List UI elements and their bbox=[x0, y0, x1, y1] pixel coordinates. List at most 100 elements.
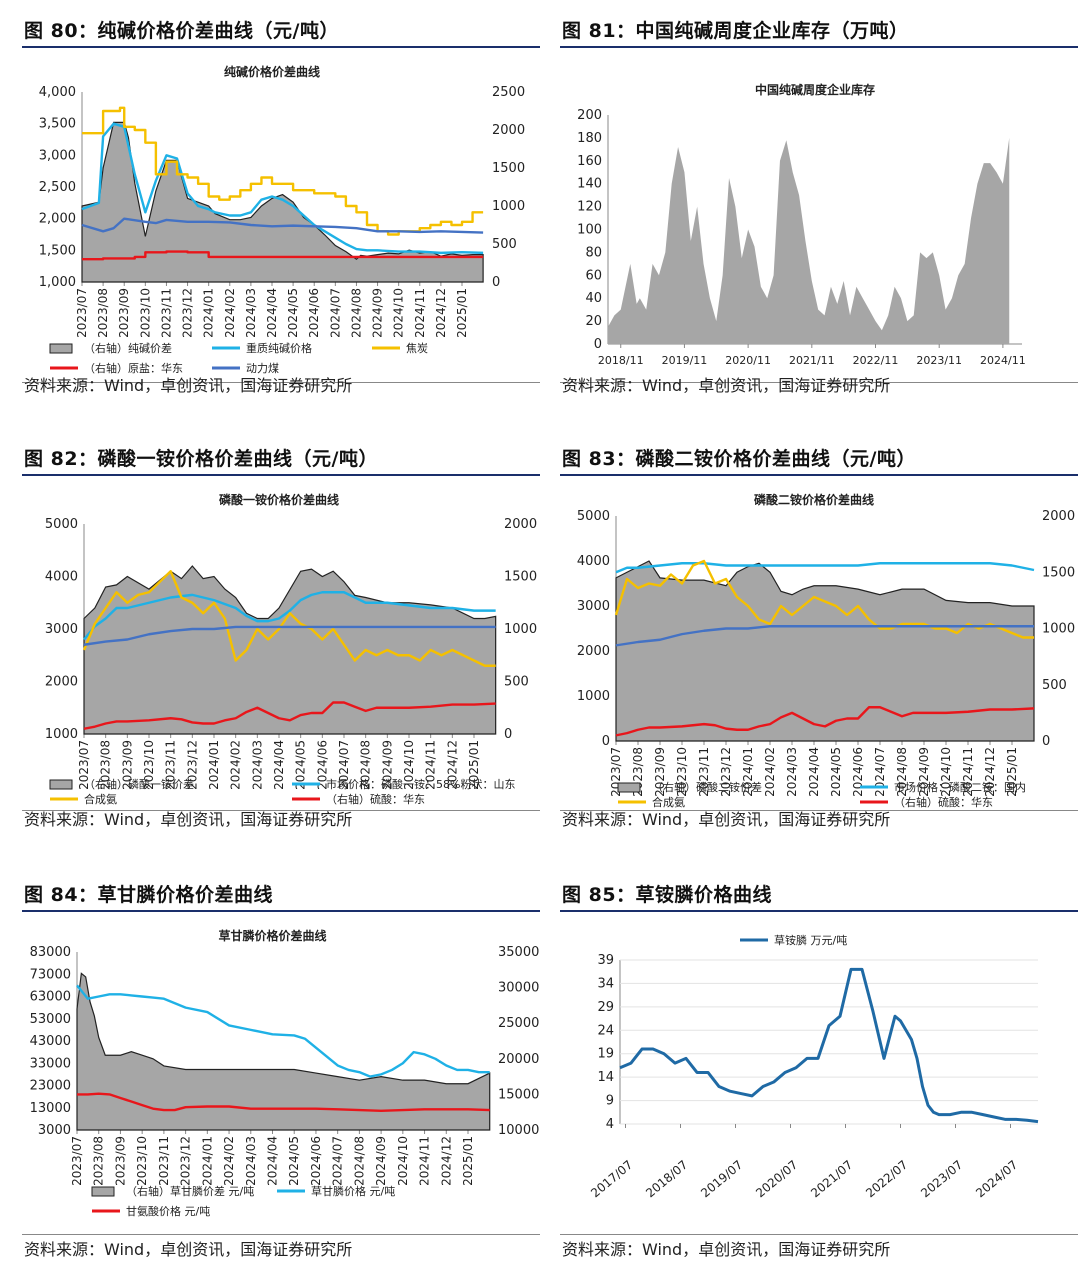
x-tick-label: 2023/10 bbox=[675, 747, 689, 797]
chart-glufosinate-price: 39 34 29 24 19 14 9 4 2017/07 2018/07 2019/07 2020/… bbox=[588, 933, 1039, 1201]
y-tick-label-right: 1000 bbox=[504, 622, 537, 637]
x-tick-label: 2018/11 bbox=[598, 354, 644, 367]
y-tick-label-right: 20000 bbox=[498, 1052, 539, 1067]
x-tick-label: 2025/01 bbox=[467, 740, 481, 790]
series-0-area bbox=[608, 137, 1010, 344]
x-tick-label: 2023/09 bbox=[117, 288, 131, 338]
y-tick-label-left: 5000 bbox=[45, 517, 78, 532]
y-tick-label-left: 160 bbox=[577, 154, 602, 169]
figure-caption: 图 82：磷酸一铵价格价差曲线（元/吨） bbox=[24, 448, 378, 470]
x-tick-label: 2024/08 bbox=[895, 747, 909, 797]
x-tick-label: 2024/12 bbox=[445, 740, 459, 790]
x-tick-label: 2024/07 bbox=[337, 740, 351, 790]
x-tick-label: 2025/01 bbox=[1005, 747, 1019, 797]
chart-map-spread: 磷酸一铵价格价差曲线500040003000200010002000150010… bbox=[45, 492, 537, 808]
x-tick-label: 2023/09 bbox=[653, 747, 667, 797]
legend-label: 市场价格：磷酸二铵：国内 bbox=[894, 780, 1026, 794]
legend-label: （右轴）原盐：华东 bbox=[84, 361, 183, 375]
y-tick-label-left: 4000 bbox=[45, 570, 78, 585]
series-4-line bbox=[81, 217, 484, 234]
y-tick-label-left: 1,000 bbox=[39, 275, 76, 290]
legend-label: 焦炭 bbox=[406, 342, 428, 355]
chart-title: 草甘膦价格价差曲线 bbox=[218, 928, 326, 943]
x-tick-label: 2018/07 bbox=[643, 1158, 690, 1201]
x-tick-label: 2023/12 bbox=[719, 747, 733, 797]
y-tick-label-left: 2,000 bbox=[39, 212, 76, 227]
chart-title: 纯碱价格价差曲线 bbox=[224, 64, 320, 79]
figure-80: 图 80：纯碱价格价差曲线（元/吨） 纯碱价格价差曲线 4,000 3,500 3,0… bbox=[22, 14, 542, 424]
legend-label: 合成氨 bbox=[652, 795, 685, 808]
y-tick-label-right: 2000 bbox=[492, 123, 525, 138]
x-tick-label: 2024/11 bbox=[424, 740, 438, 790]
y-tick-label-left: 63000 bbox=[30, 990, 71, 1005]
source-note: 资料来源：Wind，卓创资讯，国海证券研究所 bbox=[24, 1240, 353, 1259]
series-3-line bbox=[82, 250, 484, 261]
x-tick-label: 2023/12 bbox=[185, 740, 199, 790]
x-tick-label: 2024/01 bbox=[200, 1136, 214, 1186]
source-note: 资料来源：Wind，卓创资讯，国海证券研究所 bbox=[562, 376, 891, 395]
figure-caption: 图 80：纯碱价格价差曲线（元/吨） bbox=[24, 20, 339, 42]
x-tick-label: 2023/07 bbox=[75, 288, 89, 338]
source-note: 资料来源：Wind，卓创资讯，国海证券研究所 bbox=[24, 810, 353, 829]
x-tick-label: 2024/06 bbox=[851, 747, 865, 797]
y-tick-label-right: 1500 bbox=[504, 570, 537, 585]
x-tick-label: 2024/03 bbox=[785, 747, 799, 797]
source-rule bbox=[22, 810, 540, 811]
source-rule bbox=[560, 1234, 1078, 1235]
x-tick-label: 2023/10 bbox=[138, 288, 152, 338]
y-tick-label-left: 60 bbox=[585, 268, 602, 283]
x-tick-label: 2024/05 bbox=[829, 747, 843, 797]
legend-label: 合成氨 bbox=[84, 792, 117, 806]
y-tick-label-left: 43000 bbox=[30, 1034, 71, 1049]
y-tick-label-left: 200 bbox=[577, 108, 602, 123]
x-tick-label: 2024/11 bbox=[413, 288, 427, 338]
x-tick-label: 2024/12 bbox=[434, 288, 448, 338]
figure-caption: 图 81：中国纯碱周度企业库存（万吨） bbox=[562, 20, 909, 42]
y-tick-label-right: 1500 bbox=[1042, 565, 1075, 580]
x-tick-label: 2023/10 bbox=[142, 740, 156, 790]
series-0-area bbox=[76, 972, 491, 1131]
x-tick-label: 2024/03 bbox=[244, 1136, 258, 1186]
y-tick-label-left: 1,500 bbox=[39, 243, 76, 258]
y-tick-label-right: 15000 bbox=[498, 1087, 539, 1102]
y-tick-label-right: 0 bbox=[492, 275, 500, 290]
legend-label: （右轴）草甘膦价差 元/吨 bbox=[126, 1184, 254, 1198]
x-tick-label: 2024/02 bbox=[229, 740, 243, 790]
x-tick-label: 2024/10 bbox=[396, 1136, 410, 1186]
figure-84: 图 84：草甘膦价格价差曲线 草甘膦价格价差曲线 83000 73000 63000 5… bbox=[22, 878, 542, 1288]
source-rule bbox=[22, 382, 540, 383]
source-note: 资料来源：Wind，卓创资讯，国海证券研究所 bbox=[562, 1240, 891, 1259]
caption-rule bbox=[560, 46, 1078, 48]
caption-rule bbox=[560, 910, 1078, 912]
y-tick-label-left: 23000 bbox=[30, 1079, 71, 1094]
y-tick-label-left: 140 bbox=[577, 177, 602, 192]
caption-rule bbox=[560, 474, 1078, 476]
y-tick-label-left: 29 bbox=[597, 1000, 614, 1015]
chart-glyphosate-spread: 草甘膦价格价差曲线 83000 73000 63000 53000 43000 33000 2… bbox=[30, 928, 540, 1218]
y-tick-label-left: 4000 bbox=[577, 554, 610, 569]
y-tick-label-right: 500 bbox=[504, 675, 529, 690]
source-rule bbox=[22, 1234, 540, 1235]
y-tick-label-left: 0 bbox=[594, 337, 602, 352]
y-tick-label-right: 0 bbox=[1042, 734, 1050, 749]
x-tick-label: 2024/09 bbox=[374, 1136, 388, 1186]
y-tick-label-right: 1000 bbox=[492, 199, 525, 214]
y-tick-label-left: 3,000 bbox=[39, 148, 76, 163]
legend-label: （右轴）磷矿石 bbox=[84, 807, 161, 808]
y-tick-label-left: 20 bbox=[585, 314, 602, 329]
legend-swatch bbox=[49, 343, 73, 354]
chart-title: 磷酸一铵价格价差曲线 bbox=[219, 492, 339, 507]
series-1-line bbox=[81, 122, 484, 255]
y-tick-label-left: 4 bbox=[606, 1117, 614, 1132]
y-tick-label-left: 39 bbox=[597, 953, 614, 968]
y-tick-label-left: 33000 bbox=[30, 1056, 71, 1071]
x-tick-label: 2024/07 bbox=[973, 1158, 1020, 1201]
series-0-line bbox=[619, 967, 1039, 1124]
y-tick-label-left: 0 bbox=[602, 734, 610, 749]
series-3-line bbox=[615, 706, 1035, 737]
chart-dap-spread: 磷酸二铵价格价差曲线500040003000200010000200015001… bbox=[577, 492, 1075, 808]
y-tick-label-right: 1500 bbox=[492, 161, 525, 176]
series-2-line bbox=[82, 106, 484, 236]
x-tick-label: 2023/07 bbox=[918, 1158, 965, 1201]
legend-label: 草甘膦价格 元/吨 bbox=[311, 1184, 395, 1198]
